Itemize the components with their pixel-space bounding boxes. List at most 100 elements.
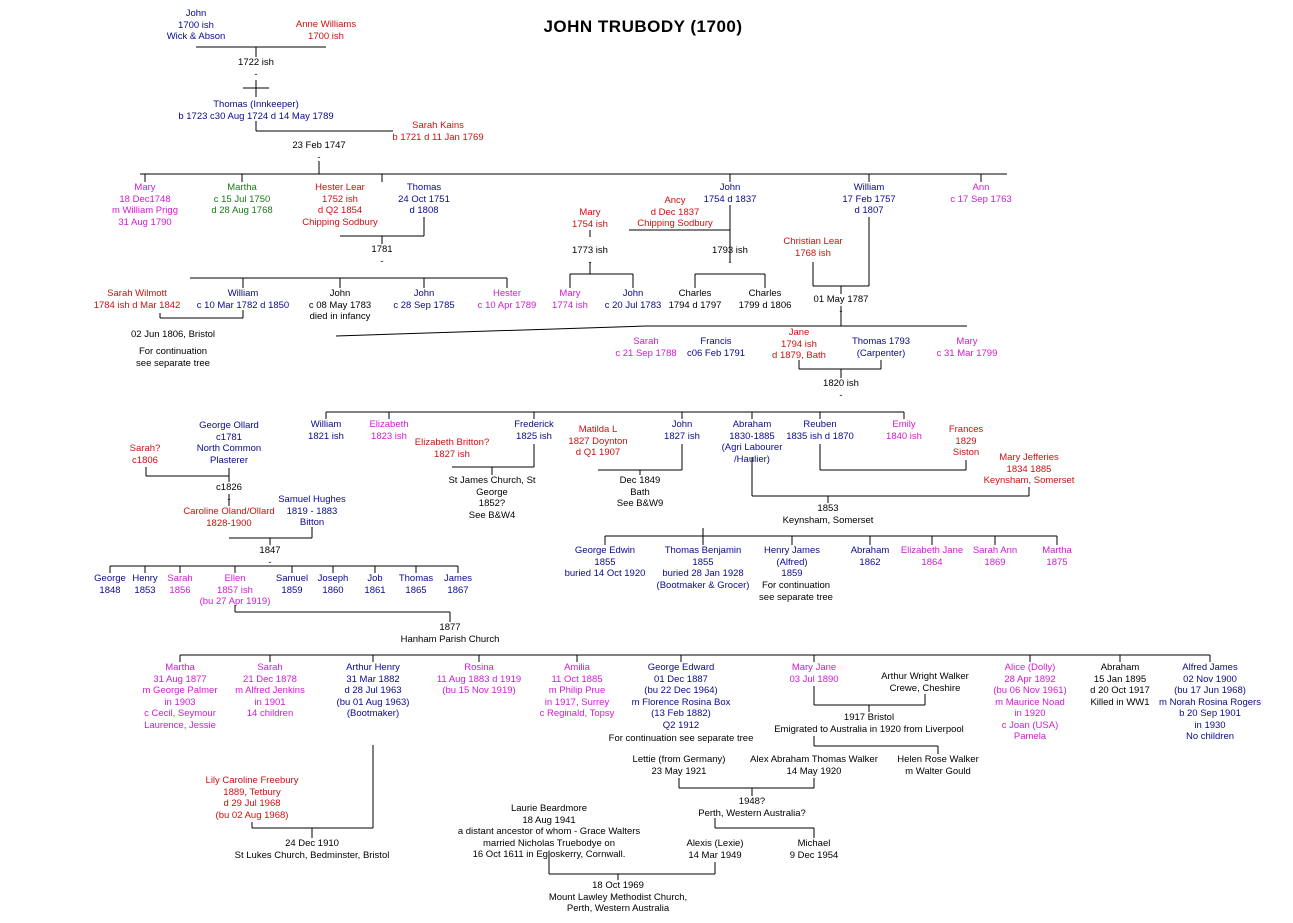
node-text-line: 11 Aug 1883 d 1919	[436, 673, 522, 685]
event-charles1799: Charles 1799 d 1806	[739, 288, 792, 311]
node-text-line: a distant ancestor of whom - Grace Walte…	[457, 826, 641, 837]
person-samuel-hughes: Samuel Hughes 1819 - 1883 Bitton	[278, 494, 346, 529]
node-text-line: Sarah	[633, 336, 659, 347]
node-text-line: in 1903	[164, 696, 196, 708]
node-text-line: 1794 ish	[781, 338, 817, 350]
node-text-line: Thomas 1793	[851, 336, 911, 347]
node-text-line: (bu 27 Apr 1919)	[199, 596, 271, 607]
node-text-line: married Nicholas Truebodye on	[482, 837, 616, 849]
node-text-line: m Norah Rosina Rogers	[1159, 696, 1261, 708]
person-william1782: William c 10 Mar 1782 d 1850	[197, 288, 289, 311]
person-sarah1788: Sarah c 21 Sep 1788	[615, 336, 676, 359]
node-text-line: Keynsham, Somerset	[983, 475, 1075, 486]
person-sarah1806: Sarah? c1806	[130, 443, 161, 466]
node-text-line: in 1901	[254, 696, 286, 708]
person-reuben1835: Reuben 1835 ish d 1870	[786, 419, 854, 442]
person-alfred-james: Alfred James 02 Nov 1900 (bu 17 Jun 1968) m…	[1159, 662, 1261, 743]
node-text-line: in 1920	[1014, 708, 1046, 719]
node-text-line: in 1917, Surrey	[544, 696, 610, 708]
event-m1787: 01 May 1787-	[814, 294, 869, 317]
node-text-line: m Maurice Noad	[995, 696, 1065, 708]
person-henry1853: Henry 1853	[132, 573, 157, 596]
node-text-line: b 1723 c30 Aug 1724 d 14 May 1789	[178, 110, 334, 122]
person-amilia: Amilia 11 Oct 1885 m Philip Prue in 1917, S…	[540, 662, 615, 720]
node-text-line: 1825 ish	[516, 430, 552, 442]
node-text-line: (bu 17 Jun 1968)	[1174, 685, 1246, 696]
node-text-line: 24 Oct 1751	[398, 193, 450, 205]
node-text-line: Henry	[132, 573, 158, 584]
event-m-stjames: St James Church, St George 1852? See B&W4	[448, 475, 535, 521]
node-text-line: c 08 May 1783	[308, 299, 372, 311]
node-text-line: Ann	[972, 182, 990, 193]
person-jane1794: Jane 1794 ish d 1879, Bath	[772, 327, 826, 362]
person-william1821: William 1821 ish	[308, 419, 344, 442]
node-text-line: Bath	[630, 486, 650, 498]
node-text-line: Emily	[892, 419, 916, 430]
node-text-line: (Alfred)	[776, 556, 808, 568]
event-helen-walker: Helen Rose Walker m Walter Gould	[897, 754, 978, 777]
node-text-line: 01 Dec 1887	[654, 673, 708, 685]
node-text-line: Charles	[678, 288, 712, 299]
node-text-line: 1917 Bristol	[843, 712, 895, 723]
node-text-line: No children	[1185, 731, 1235, 742]
node-text-line: Mary	[956, 336, 978, 347]
node-text-line: 01 May 1787	[813, 294, 869, 305]
event-lettie: Lettie (from Germany) 23 May 1921	[633, 754, 726, 777]
event-m1793: 1793 ish -	[712, 245, 748, 268]
event-m1948: 1948? Perth, Western Australia?	[698, 796, 806, 819]
person-martha1877: Martha 31 Aug 1877 m George Palmer in 1903 c…	[143, 662, 218, 731]
node-text-line: 1752 ish	[322, 193, 358, 205]
node-text-line: Mary	[579, 207, 601, 218]
event-cont1: For continuation see separate tree	[136, 346, 210, 369]
person-elizabeth-jane: Elizabeth Jane 1864	[901, 545, 963, 568]
person-mary-jane: Mary Jane 03 Jul 1890	[789, 662, 838, 685]
node-text-line: 1819 - 1883	[286, 505, 338, 517]
node-text-line: 1840 ish	[886, 430, 922, 442]
node-text-line: James	[444, 573, 472, 584]
node-text-line: John	[413, 288, 435, 299]
event-laurie: Laurie Beardmore 18 Aug 1941 a distant anc…	[458, 803, 640, 861]
node-text-line: (bu 06 Nov 1961)	[993, 685, 1067, 696]
node-text-line: b 1721 d 11 Jan 1769	[392, 131, 484, 143]
node-text-line: -	[317, 151, 321, 163]
node-text-line: John	[719, 182, 741, 193]
person-william1757: William 17 Feb 1757 d 1807	[842, 182, 895, 217]
person-john1827: John 1827 ish	[664, 419, 700, 442]
node-text-line: 03 Jul 1890	[789, 673, 839, 685]
person-ann1763: Ann c 17 Sep 1763	[950, 182, 1011, 205]
person-john1700: John 1700 ish Wick & Abson	[167, 8, 226, 43]
person-francis1791: Francis c06 Feb 1791	[687, 336, 745, 359]
node-text-line: Killed in WW1	[1090, 696, 1150, 708]
person-george-edward: George Edward 01 Dec 1887 (bu 22 Dec 1964)…	[632, 662, 731, 731]
node-text-line: 1864	[921, 556, 943, 568]
node-text-line: 1754 ish	[572, 218, 608, 230]
person-hester1789: Hester c 10 Apr 1789	[478, 288, 537, 311]
node-text-line: 1859	[781, 568, 803, 579]
person-george1848: George 1848	[94, 573, 126, 596]
node-text-line: d 1879, Bath	[772, 350, 826, 361]
node-text-line: (bu 02 Aug 1968)	[215, 809, 289, 821]
node-text-line: For continuation	[761, 580, 831, 591]
event-m1773: 1773 ish -	[572, 245, 608, 268]
node-text-line: George	[94, 573, 126, 584]
node-text-line: 1852?	[478, 498, 506, 509]
node-text-line: 15 Jan 1895	[1093, 673, 1147, 685]
node-text-line: Alexis (Lexie)	[686, 838, 744, 849]
node-text-line: Abraham	[1100, 662, 1140, 673]
person-thomas1865: Thomas 1865	[399, 573, 433, 596]
node-text-line: Mary	[559, 288, 581, 299]
person-rosina: Rosina 11 Aug 1883 d 1919 (bu 15 Nov 1919)	[437, 662, 521, 697]
node-text-line: 1861	[364, 584, 386, 596]
node-text-line: George Edward	[647, 662, 715, 673]
node-text-line: -	[380, 255, 384, 267]
node-text-line: (Carpenter)	[856, 347, 906, 359]
node-text-line: Frances	[948, 424, 984, 435]
node-text-line: 1773 ish	[572, 245, 608, 256]
node-text-line: For continuation see separate tree	[608, 733, 754, 744]
node-text-line: /Haulier)	[734, 453, 770, 465]
node-text-line: 1793 ish	[712, 245, 748, 256]
node-text-line: c1781	[216, 431, 242, 443]
person-christian: Christian Lear 1768 ish	[783, 236, 842, 259]
node-text-line: Mary Jane	[791, 662, 837, 673]
node-text-line: Sarah Kains	[412, 120, 464, 131]
